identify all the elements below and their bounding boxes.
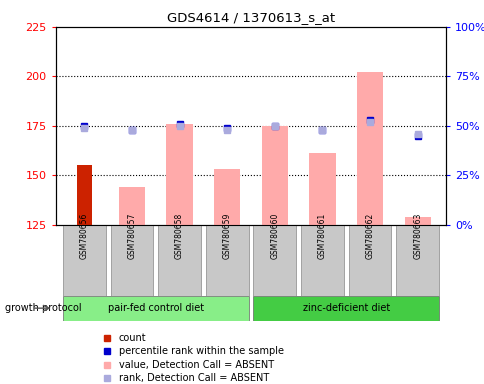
Text: growth protocol: growth protocol	[5, 303, 81, 313]
Bar	[301, 225, 343, 296]
Text: zinc-deficient diet: zinc-deficient diet	[302, 303, 389, 313]
Title: GDS4614 / 1370613_s_at: GDS4614 / 1370613_s_at	[166, 11, 334, 24]
Bar	[253, 296, 438, 321]
Bar	[158, 225, 200, 296]
Bar	[63, 296, 248, 321]
Bar	[213, 169, 240, 225]
Text: GSM780661: GSM780661	[317, 212, 326, 259]
Bar	[77, 166, 91, 225]
Bar	[261, 126, 287, 225]
Text: GSM780657: GSM780657	[127, 212, 136, 259]
Bar	[395, 225, 438, 296]
Bar	[356, 72, 382, 225]
Bar	[253, 225, 296, 296]
Bar	[110, 225, 153, 296]
Text: GSM780656: GSM780656	[80, 212, 89, 259]
Text: GSM780659: GSM780659	[222, 212, 231, 259]
Bar	[309, 154, 335, 225]
Text: value, Detection Call = ABSENT: value, Detection Call = ABSENT	[119, 360, 273, 370]
Text: rank, Detection Call = ABSENT: rank, Detection Call = ABSENT	[119, 373, 269, 383]
Bar	[348, 225, 391, 296]
Bar	[63, 225, 106, 296]
Bar	[166, 124, 192, 225]
Text: percentile rank within the sample: percentile rank within the sample	[119, 346, 283, 356]
Bar	[404, 217, 430, 225]
Text: GSM780662: GSM780662	[365, 212, 374, 259]
Bar	[119, 187, 145, 225]
Text: GSM780658: GSM780658	[175, 212, 184, 259]
Text: GSM780660: GSM780660	[270, 212, 279, 259]
Bar	[205, 225, 248, 296]
Text: pair-fed control diet: pair-fed control diet	[107, 303, 203, 313]
Text: count: count	[119, 333, 146, 343]
Text: GSM780663: GSM780663	[412, 212, 421, 259]
